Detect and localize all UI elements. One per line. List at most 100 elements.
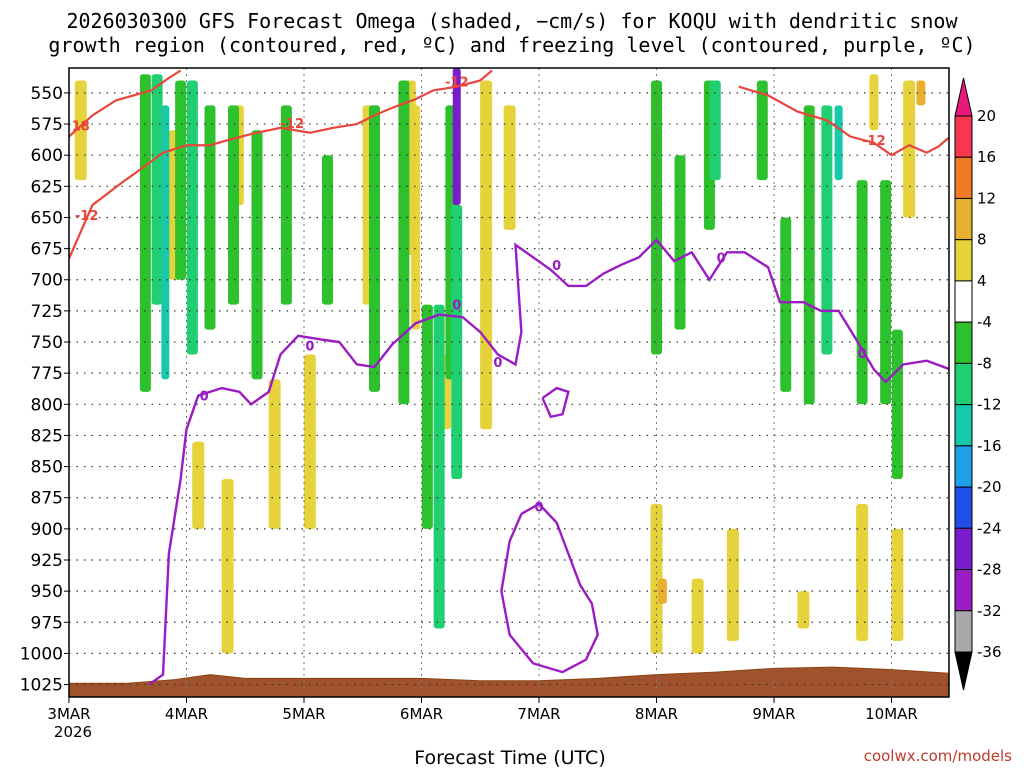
x-tick-label: 8MAR xyxy=(635,705,678,723)
omega-downward-band xyxy=(797,591,810,629)
colorbar-segment xyxy=(954,404,973,447)
y-tick-label: 550 xyxy=(31,84,63,104)
colorbar-segment xyxy=(954,156,973,199)
omega-upward-band xyxy=(709,80,721,181)
omega-downward-band xyxy=(503,105,516,230)
contour-label: 0 xyxy=(493,356,502,371)
plot-frame xyxy=(68,67,950,698)
y-tick-label: 675 xyxy=(31,240,63,260)
y-tick-label: 1025 xyxy=(20,676,63,696)
x-tick-label: 7MAR xyxy=(517,705,560,723)
colorbar-segment xyxy=(954,321,973,364)
colorbar-segment xyxy=(954,569,973,612)
omega-upward-band xyxy=(821,105,833,355)
colorbar-top-arrow xyxy=(954,77,973,117)
omega-upward-band xyxy=(891,329,903,480)
omega-upward-band xyxy=(322,155,333,305)
y-tick-label: 975 xyxy=(31,613,63,633)
omega-upward-band xyxy=(369,105,380,392)
colorbar-label: 8 xyxy=(977,231,987,249)
freezing-level-closed-contour xyxy=(500,502,600,674)
colorbar-label: 4 xyxy=(977,272,987,290)
omega-upward-band xyxy=(398,80,410,405)
omega-downward-band xyxy=(691,578,704,654)
omega-downward-band xyxy=(903,80,916,218)
omega-downward-band xyxy=(856,503,869,641)
contour-label: -12 xyxy=(281,117,305,132)
contour-label: -12 xyxy=(75,209,99,224)
colorbar-label: -36 xyxy=(977,643,1002,661)
terrain-surface xyxy=(69,666,949,697)
colorbar-label: -16 xyxy=(977,437,1002,455)
x-tick-label: 5MAR xyxy=(282,705,325,723)
contour-label: -12 xyxy=(445,76,469,91)
contour-label-layer: -12 18 -12 -12 -12 0 0 0 0 0 0 0 0 xyxy=(72,76,886,516)
colorbar-label: -32 xyxy=(977,602,1002,620)
omega-upward-band xyxy=(421,304,433,529)
chart-title-line2: growth region (contoured, red, ºC) and f… xyxy=(48,33,975,57)
contour-label: 0 xyxy=(452,299,461,314)
y-tick-label: 950 xyxy=(31,582,63,602)
dgz-minus12-contour xyxy=(69,69,493,260)
y-tick-label: 825 xyxy=(31,426,63,446)
colorbar-label: -20 xyxy=(977,478,1002,496)
dgz-minus18-contour xyxy=(69,69,182,138)
freezing-level-small-contour xyxy=(541,386,570,419)
y-tick-label: 900 xyxy=(31,520,63,540)
omega-upward-band xyxy=(139,74,151,392)
y-tick-label: 775 xyxy=(31,364,63,384)
contour-label: 0 xyxy=(305,340,314,355)
colorbar-label: 12 xyxy=(977,189,996,207)
omega-upward-band xyxy=(151,74,163,305)
x-axis-title: Forecast Time (UTC) xyxy=(414,747,605,768)
colorbar-label: 20 xyxy=(977,107,996,125)
omega-downward-band xyxy=(480,80,493,430)
contour-label: 0 xyxy=(858,347,867,362)
colorbar-segment xyxy=(954,115,973,158)
omega-upward-band xyxy=(803,105,815,405)
colorbar-label: -28 xyxy=(977,561,1002,579)
colorbar-segment xyxy=(954,280,973,323)
x-tick-label: 3MAR xyxy=(47,705,90,723)
x-axis-year-label: 2026 xyxy=(54,723,92,741)
contour-label: 0 xyxy=(534,500,543,515)
omega-upward-band xyxy=(674,155,686,330)
x-tick-label: 6MAR xyxy=(400,705,443,723)
contour-label: -12 xyxy=(862,134,886,149)
x-tick-label: 10MAR xyxy=(865,705,918,723)
omega-upward-band xyxy=(175,80,187,280)
y-tick-label: 650 xyxy=(31,208,63,228)
colorbar-segment xyxy=(954,239,973,282)
y-tick-label: 800 xyxy=(31,395,63,415)
colorbar-segment xyxy=(954,445,973,488)
omega-downward-band xyxy=(221,479,234,654)
x-axis-time: 3MAR 4MAR 5MAR 6MAR 7MAR 8MAR 9MAR 10MAR xyxy=(47,697,918,723)
chart-title-line1: 2026030300 GFS Forecast Omega (shaded, −… xyxy=(66,9,958,33)
omega-upward-band xyxy=(880,180,892,405)
colorbar-segment xyxy=(954,610,973,653)
contour-label: 0 xyxy=(200,390,209,405)
y-tick-label: 875 xyxy=(31,489,63,509)
colorbar-label: -24 xyxy=(977,519,1002,537)
omega-upward-band xyxy=(834,105,843,181)
omega-downward-band xyxy=(726,528,739,641)
y-tick-label: 575 xyxy=(31,115,63,135)
x-tick-label: 9MAR xyxy=(752,705,795,723)
y-axis-pressure: 550 575 600 625 650 675 700 725 750 775 800 825 850 8… xyxy=(20,84,69,696)
terrain-layer xyxy=(69,666,949,697)
omega-downward-band xyxy=(891,528,904,641)
colorbar-segment xyxy=(954,362,973,406)
omega-upward-band xyxy=(228,105,239,305)
colorbar-bottom-arrow xyxy=(954,651,973,691)
y-tick-label: 700 xyxy=(31,271,63,291)
colorbar-segment xyxy=(954,527,973,571)
omega-upward-band xyxy=(433,304,445,629)
credit-label: coolwx.com/models xyxy=(864,747,1012,765)
omega-upward-band xyxy=(856,180,868,405)
omega-downward-band xyxy=(916,80,926,106)
colorbar-label: -8 xyxy=(977,354,992,372)
omega-upward-band xyxy=(780,217,792,392)
omega-downward-band xyxy=(192,441,205,529)
omega-downward-band xyxy=(869,74,879,131)
colorbar-label: -12 xyxy=(977,396,1002,414)
